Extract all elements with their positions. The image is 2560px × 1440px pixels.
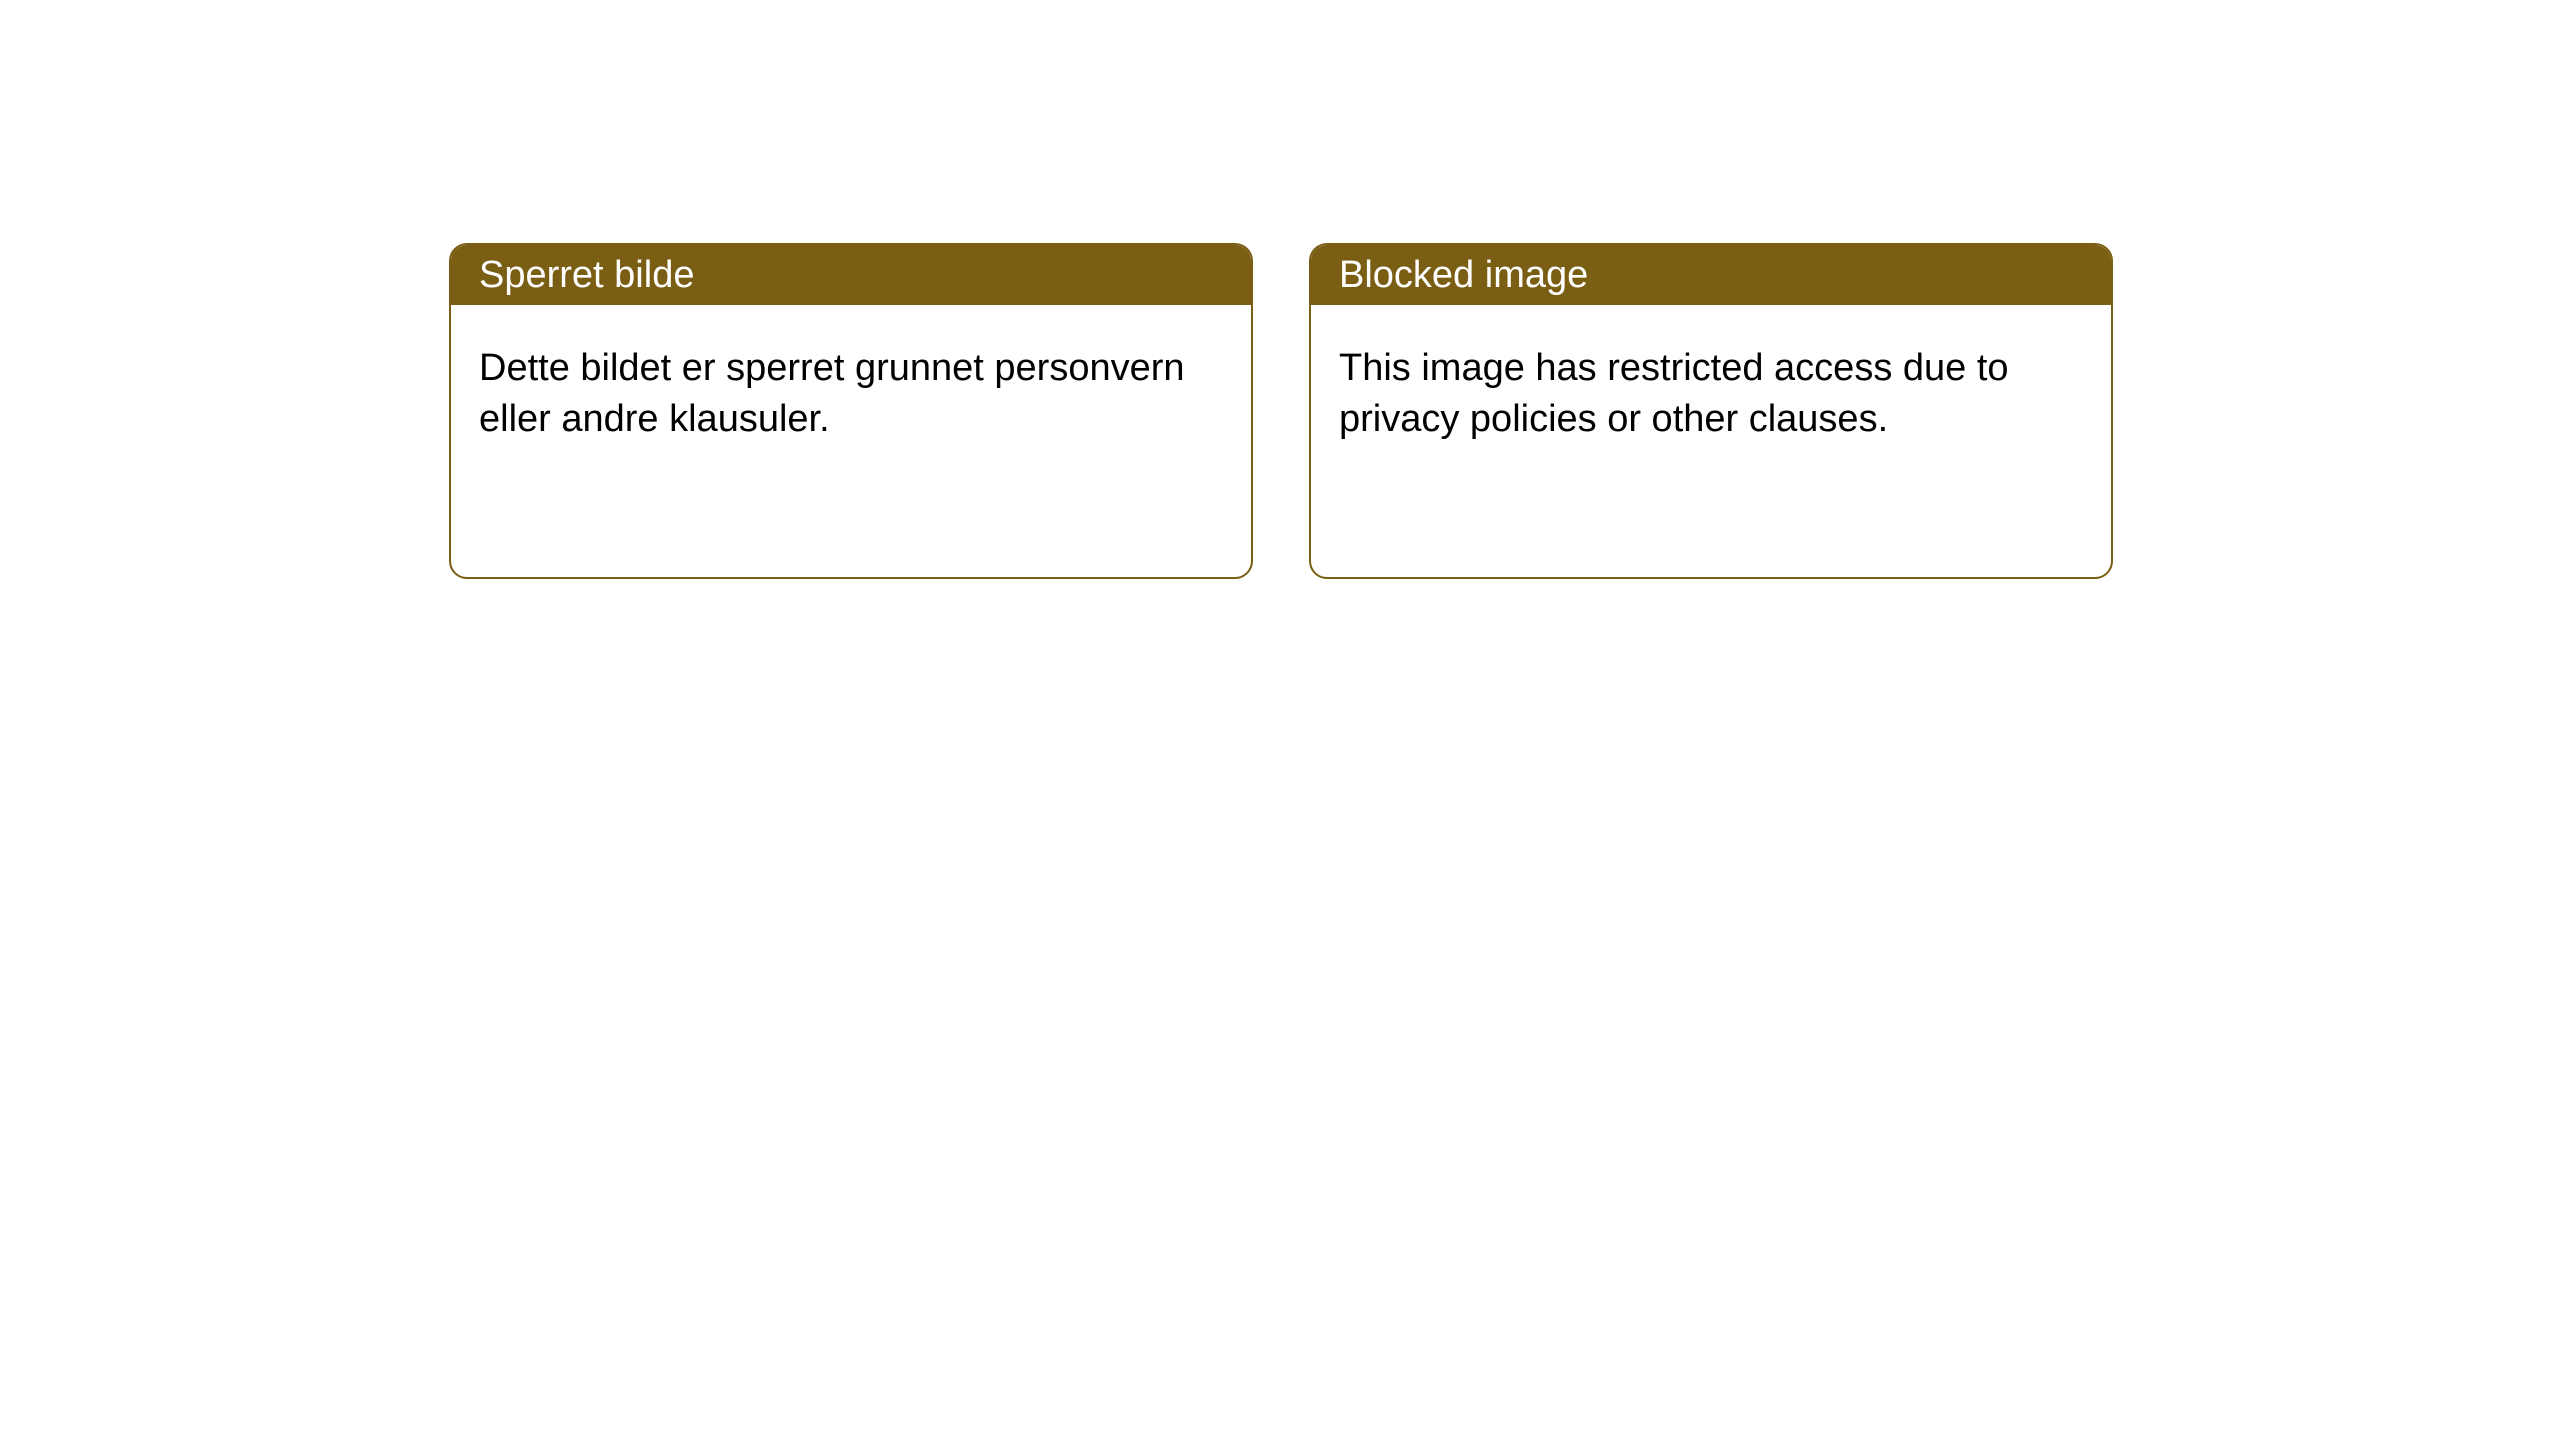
notice-cards-container: Sperret bilde Dette bildet er sperret gr… [0,0,2560,579]
card-body-no: Dette bildet er sperret grunnet personve… [451,305,1251,484]
card-title-no: Sperret bilde [479,254,694,297]
card-body-text-no: Dette bildet er sperret grunnet personve… [479,347,1185,440]
card-header-no: Sperret bilde [451,245,1251,305]
card-body-en: This image has restricted access due to … [1311,305,2111,484]
blocked-image-card-en: Blocked image This image has restricted … [1309,243,2113,579]
card-title-en: Blocked image [1339,254,1588,297]
card-header-en: Blocked image [1311,245,2111,305]
card-body-text-en: This image has restricted access due to … [1339,347,2009,440]
blocked-image-card-no: Sperret bilde Dette bildet er sperret gr… [449,243,1253,579]
